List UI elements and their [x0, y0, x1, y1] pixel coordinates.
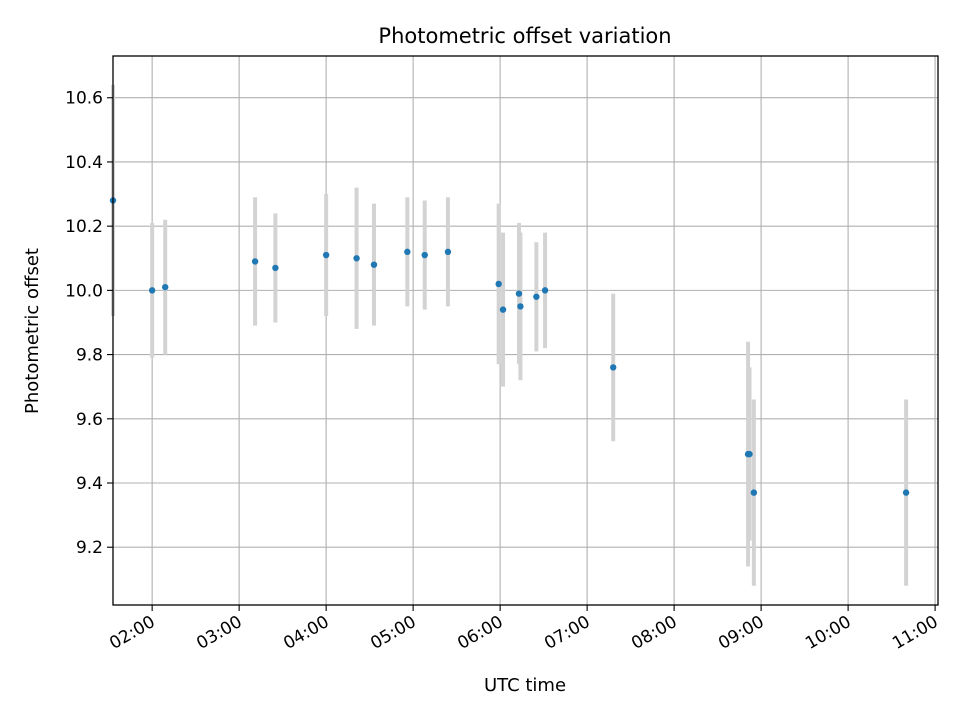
data-point [251, 258, 259, 265]
data-point [541, 287, 549, 294]
data-point [322, 251, 330, 259]
y-tick-label: 10.6 [65, 89, 103, 109]
data-point [750, 489, 758, 496]
data-point [495, 280, 502, 288]
y-tick-label: 9.2 [76, 538, 103, 558]
y-tick-label: 10.0 [65, 281, 103, 301]
data-point [533, 293, 540, 300]
y-axis-label: Photometric offset [22, 248, 43, 414]
x-axis-label: UTC time [484, 675, 566, 696]
data-point [902, 489, 910, 496]
y-tick-label: 10.2 [65, 217, 103, 237]
data-point [610, 364, 617, 371]
y-tick-label: 10.4 [65, 153, 103, 173]
chart-title: Photometric offset variation [378, 24, 671, 48]
data-point [746, 450, 753, 458]
data-point [515, 290, 523, 297]
y-tick-label: 9.6 [76, 410, 103, 430]
data-point [444, 248, 452, 256]
data-point [404, 248, 411, 256]
y-tick-label: 9.8 [76, 346, 103, 366]
data-point [517, 303, 524, 310]
data-point [272, 264, 279, 272]
y-tick-label: 9.4 [76, 474, 103, 494]
data-point [421, 251, 428, 259]
data-point [161, 283, 169, 291]
data-point [370, 261, 378, 268]
data-points [109, 197, 910, 496]
plot-frame [112, 55, 939, 606]
data-point [353, 255, 360, 262]
data-point [499, 306, 507, 313]
data-point [148, 287, 156, 294]
